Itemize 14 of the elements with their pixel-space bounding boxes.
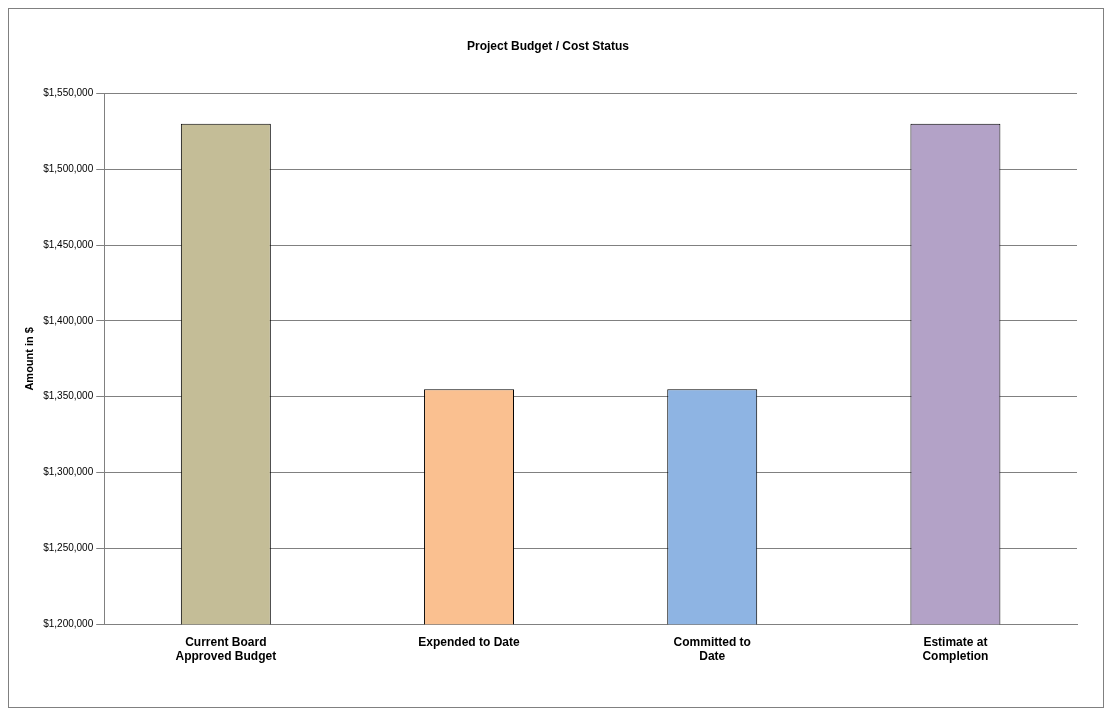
x-tick-label: Estimate at Completion	[922, 634, 989, 664]
y-tick-label: $1,350,000	[43, 390, 94, 402]
y-tick-label: $1,250,000	[43, 542, 94, 554]
x-tick-label: Committed to Date	[673, 634, 751, 664]
y-tick-label: $1,200,000	[43, 617, 94, 629]
y-tick-label: $1,400,000	[43, 314, 94, 326]
y-axis-title: Amount in $	[22, 327, 35, 391]
y-tick-label: $1,300,000	[43, 466, 94, 478]
x-tick-label: Expended to Date	[418, 634, 521, 649]
y-tick-label: $1,550,000	[43, 87, 94, 99]
chart-title: Project Budget / Cost Status	[466, 38, 630, 53]
y-tick-label: $1,450,000	[43, 238, 94, 250]
x-tick-label: Current Board Approved Budget	[175, 634, 277, 664]
y-tick-label: $1,500,000	[43, 162, 94, 174]
